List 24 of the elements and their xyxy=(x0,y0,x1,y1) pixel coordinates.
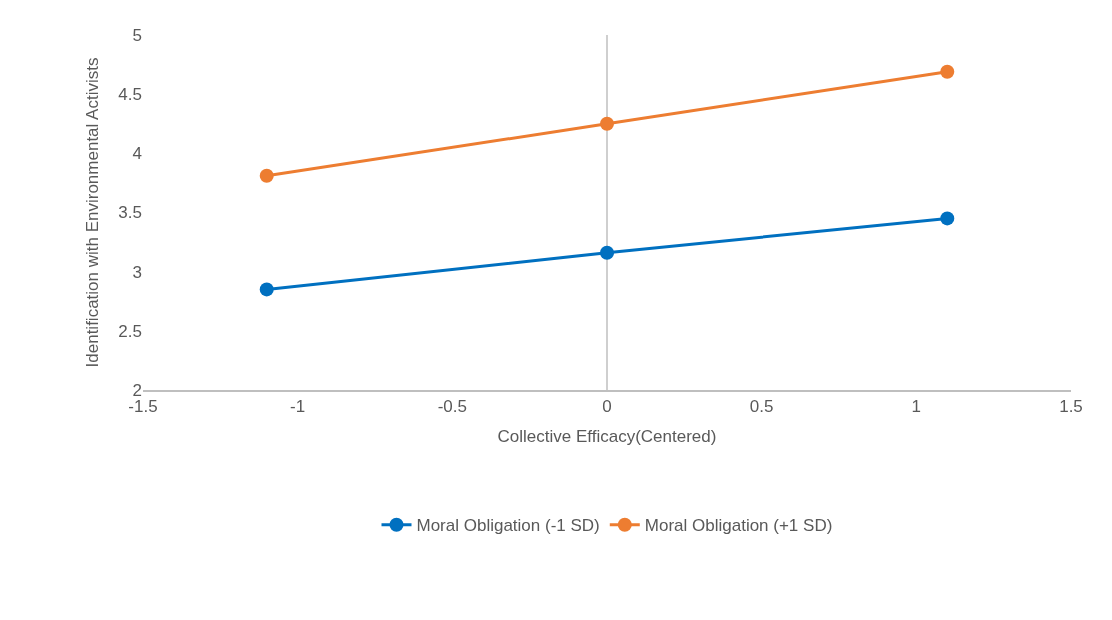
y-tick-label: 2.5 xyxy=(118,321,142,341)
point xyxy=(259,168,274,183)
x-tick-label: -1.5 xyxy=(128,397,158,417)
y-tick-label: 2 xyxy=(132,380,142,400)
x-tick-label: 1 xyxy=(911,397,922,417)
y-tick-label: 3.5 xyxy=(118,203,142,223)
x-tick-label: -1 xyxy=(290,397,306,417)
y-tick-label: 3 xyxy=(132,262,142,282)
legend-label: Moral Obligation (+1 SD) xyxy=(644,516,833,536)
point xyxy=(600,245,614,260)
point xyxy=(940,211,955,226)
x-tick-label: -0.5 xyxy=(437,397,467,417)
y-tick-label: 5 xyxy=(132,25,142,45)
x-axis-title: Collective Efficacy(Centered) xyxy=(497,427,717,447)
point xyxy=(600,116,614,131)
point xyxy=(940,64,955,79)
y-axis-title: Identification with Environmental Activists xyxy=(82,57,102,368)
y-tick-label: 4.5 xyxy=(118,85,142,105)
x-tick-label: 1.5 xyxy=(1059,397,1083,417)
x-tick-label: 0 xyxy=(602,397,612,417)
legend-label: Moral Obligation (-1 SD) xyxy=(416,516,600,536)
y-tick-label: 4 xyxy=(132,144,142,164)
point xyxy=(259,282,274,297)
x-tick-label: 0.5 xyxy=(749,397,774,417)
